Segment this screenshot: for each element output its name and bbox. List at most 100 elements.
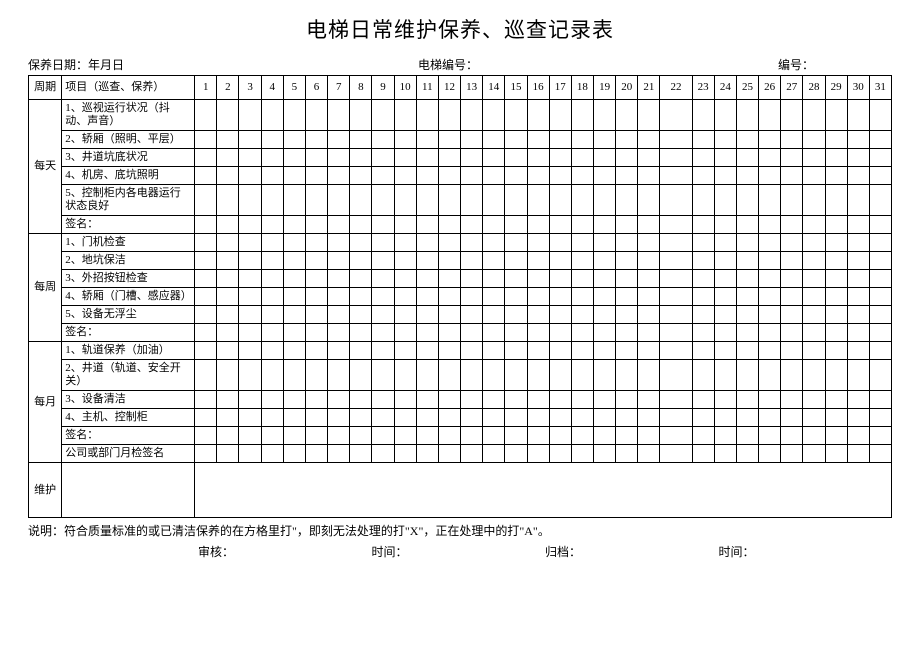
day-cell[interactable]	[328, 252, 350, 270]
day-cell[interactable]	[505, 252, 527, 270]
day-cell[interactable]	[438, 306, 460, 324]
day-cell[interactable]	[638, 270, 660, 288]
day-cell[interactable]	[847, 427, 869, 445]
day-cell[interactable]	[759, 288, 781, 306]
day-cell[interactable]	[869, 185, 891, 216]
day-cell[interactable]	[261, 131, 283, 149]
day-cell[interactable]	[847, 360, 869, 391]
day-cell[interactable]	[372, 391, 394, 409]
day-cell[interactable]	[714, 288, 736, 306]
day-cell[interactable]	[714, 409, 736, 427]
day-cell[interactable]	[571, 270, 593, 288]
day-cell[interactable]	[350, 427, 372, 445]
day-cell[interactable]	[847, 234, 869, 252]
day-cell[interactable]	[438, 234, 460, 252]
day-cell[interactable]	[847, 100, 869, 131]
day-cell[interactable]	[283, 149, 305, 167]
day-cell[interactable]	[394, 306, 416, 324]
day-cell[interactable]	[825, 306, 847, 324]
day-cell[interactable]	[759, 149, 781, 167]
day-cell[interactable]	[803, 445, 825, 463]
day-cell[interactable]	[549, 100, 571, 131]
day-cell[interactable]	[261, 288, 283, 306]
day-cell[interactable]	[483, 252, 505, 270]
day-cell[interactable]	[239, 288, 261, 306]
day-cell[interactable]	[692, 270, 714, 288]
day-cell[interactable]	[759, 270, 781, 288]
day-cell[interactable]	[217, 167, 239, 185]
day-cell[interactable]	[616, 288, 638, 306]
day-cell[interactable]	[328, 391, 350, 409]
day-cell[interactable]	[781, 360, 803, 391]
day-cell[interactable]	[483, 234, 505, 252]
day-cell[interactable]	[283, 131, 305, 149]
day-cell[interactable]	[759, 131, 781, 149]
day-cell[interactable]	[616, 234, 638, 252]
day-cell[interactable]	[438, 427, 460, 445]
day-cell[interactable]	[803, 427, 825, 445]
day-cell[interactable]	[438, 216, 460, 234]
day-cell[interactable]	[593, 324, 615, 342]
day-cell[interactable]	[803, 391, 825, 409]
day-cell[interactable]	[505, 167, 527, 185]
day-cell[interactable]	[239, 427, 261, 445]
day-cell[interactable]	[394, 427, 416, 445]
day-cell[interactable]	[394, 131, 416, 149]
day-cell[interactable]	[217, 216, 239, 234]
day-cell[interactable]	[638, 100, 660, 131]
day-cell[interactable]	[616, 391, 638, 409]
day-cell[interactable]	[825, 409, 847, 427]
day-cell[interactable]	[593, 342, 615, 360]
day-cell[interactable]	[869, 288, 891, 306]
day-cell[interactable]	[461, 306, 483, 324]
day-cell[interactable]	[593, 360, 615, 391]
day-cell[interactable]	[239, 409, 261, 427]
day-cell[interactable]	[283, 100, 305, 131]
day-cell[interactable]	[283, 342, 305, 360]
day-cell[interactable]	[571, 216, 593, 234]
day-cell[interactable]	[416, 234, 438, 252]
day-cell[interactable]	[283, 270, 305, 288]
day-cell[interactable]	[239, 149, 261, 167]
day-cell[interactable]	[328, 131, 350, 149]
day-cell[interactable]	[638, 185, 660, 216]
day-cell[interactable]	[549, 234, 571, 252]
day-cell[interactable]	[394, 167, 416, 185]
day-cell[interactable]	[217, 306, 239, 324]
day-cell[interactable]	[692, 324, 714, 342]
day-cell[interactable]	[283, 360, 305, 391]
day-cell[interactable]	[461, 324, 483, 342]
day-cell[interactable]	[195, 270, 217, 288]
day-cell[interactable]	[416, 131, 438, 149]
day-cell[interactable]	[638, 427, 660, 445]
day-cell[interactable]	[217, 342, 239, 360]
day-cell[interactable]	[549, 167, 571, 185]
day-cell[interactable]	[394, 409, 416, 427]
day-cell[interactable]	[239, 252, 261, 270]
day-cell[interactable]	[714, 427, 736, 445]
day-cell[interactable]	[350, 445, 372, 463]
day-cell[interactable]	[660, 409, 692, 427]
day-cell[interactable]	[759, 306, 781, 324]
day-cell[interactable]	[239, 100, 261, 131]
day-cell[interactable]	[394, 100, 416, 131]
day-cell[interactable]	[781, 445, 803, 463]
day-cell[interactable]	[239, 445, 261, 463]
day-cell[interactable]	[869, 131, 891, 149]
day-cell[interactable]	[616, 149, 638, 167]
day-cell[interactable]	[714, 445, 736, 463]
day-cell[interactable]	[549, 288, 571, 306]
day-cell[interactable]	[483, 100, 505, 131]
day-cell[interactable]	[781, 131, 803, 149]
day-cell[interactable]	[616, 252, 638, 270]
day-cell[interactable]	[825, 185, 847, 216]
day-cell[interactable]	[825, 342, 847, 360]
day-cell[interactable]	[736, 409, 758, 427]
day-cell[interactable]	[527, 409, 549, 427]
day-cell[interactable]	[593, 306, 615, 324]
day-cell[interactable]	[239, 185, 261, 216]
day-cell[interactable]	[759, 100, 781, 131]
day-cell[interactable]	[692, 342, 714, 360]
day-cell[interactable]	[781, 409, 803, 427]
day-cell[interactable]	[372, 149, 394, 167]
